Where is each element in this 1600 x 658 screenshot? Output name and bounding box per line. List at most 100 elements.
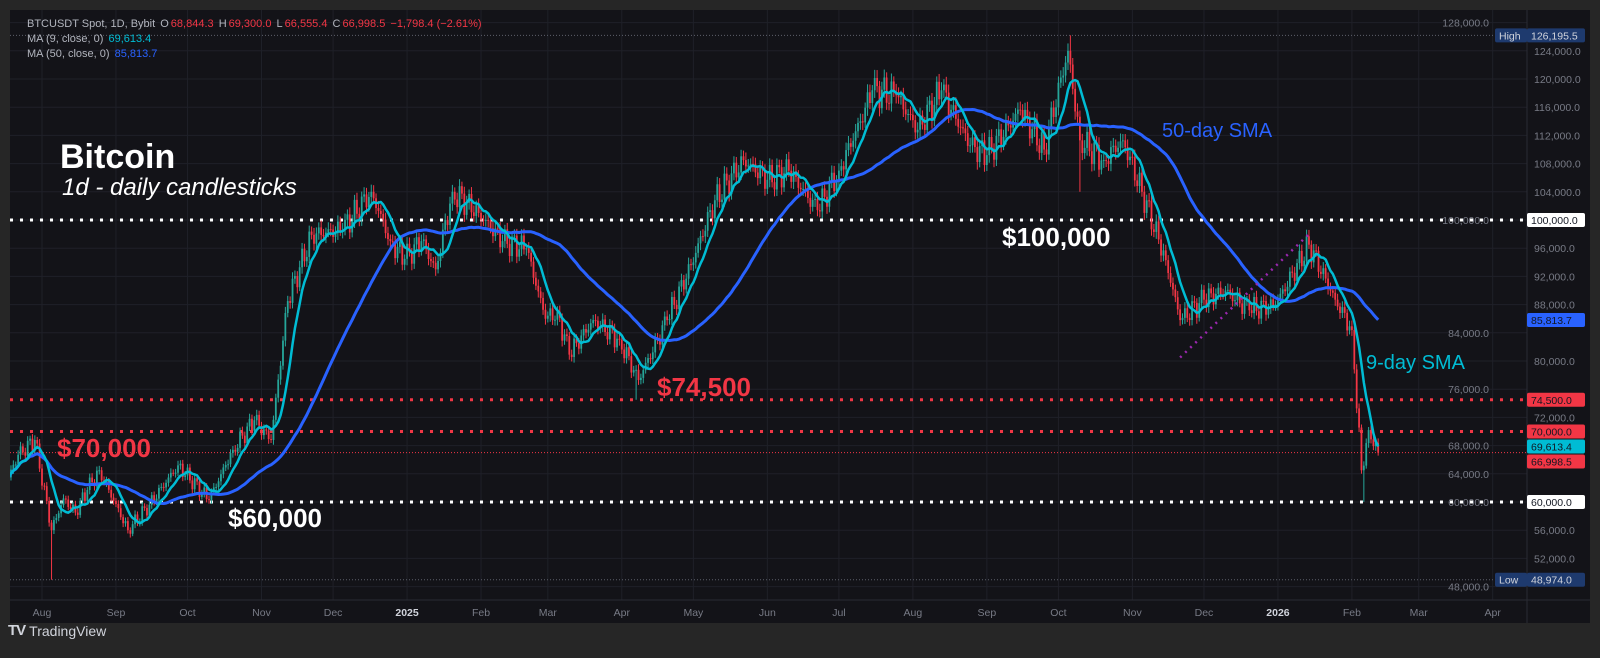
candle-body (840, 166, 843, 171)
candle-body (372, 191, 375, 199)
candle-body (320, 227, 323, 235)
candle-body (988, 136, 991, 156)
legend-ma50[interactable]: MA (50, close, 0) 85,813.7 (27, 48, 159, 60)
legend-ma9[interactable]: MA (9, close, 0) 69,613.4 (27, 33, 153, 45)
time-tick-label: Apr (1485, 607, 1502, 619)
candle-body (783, 173, 785, 188)
candle-body (305, 256, 308, 262)
candle-body (382, 213, 385, 220)
tradingview-footer[interactable]: TV TradingView (8, 622, 106, 639)
candle-body (1319, 271, 1322, 274)
candle-body (869, 92, 871, 104)
price-badge-label: 74,500.0 (1531, 395, 1572, 407)
candle-body (935, 81, 938, 105)
candle-body (317, 227, 320, 234)
candle-body (53, 520, 55, 531)
candle-body (234, 449, 237, 452)
price-tick-label: 92,000.0 (1534, 271, 1575, 283)
candle-body (1081, 140, 1084, 154)
candle-body (637, 369, 640, 381)
candle-body (1203, 289, 1205, 300)
candle-body (1324, 268, 1327, 279)
candle-body (606, 332, 609, 340)
candle-body (339, 221, 342, 232)
candle-body (966, 133, 969, 146)
candle-body (1179, 309, 1182, 321)
candle-body (296, 276, 299, 288)
candle-body (785, 159, 788, 174)
candle-body (1016, 109, 1019, 114)
candle-body (539, 291, 542, 298)
time-tick-label: Jul (832, 607, 845, 619)
candle-body (1231, 292, 1234, 302)
candle-body (456, 199, 459, 208)
candle-body (1114, 145, 1117, 152)
sma9-label: 9-day SMA (1366, 352, 1465, 374)
candle-body (585, 329, 587, 333)
candle-body (499, 228, 502, 248)
price-badge (1527, 439, 1585, 454)
price-tick-label: 96,000.0 (1534, 243, 1575, 255)
candle-body (1186, 308, 1189, 318)
candle-body (1136, 180, 1139, 186)
candle-body (1076, 111, 1079, 117)
candle-body (441, 229, 444, 253)
candle-body (277, 379, 280, 398)
candle-body (971, 137, 974, 146)
candle-body (1360, 427, 1363, 471)
price-chart[interactable]: 48,000.0 52,000.0 56,000.0 60,000.0 64,000.0… (10, 10, 1590, 623)
candle-body (945, 84, 948, 93)
candle-body (1355, 369, 1358, 409)
candle-body (298, 267, 301, 288)
symbol-label[interactable]: BTCUSDT Spot, 1D, Bybit (27, 18, 156, 30)
candle-body (1071, 64, 1074, 89)
candle-body (1195, 302, 1198, 318)
candle-body (289, 301, 292, 303)
candle-body (1367, 430, 1370, 444)
candle-body (823, 188, 826, 197)
candle-body (1138, 172, 1141, 186)
low-label: L (276, 18, 283, 30)
candle-body (117, 503, 120, 509)
candle-body (735, 162, 738, 178)
candle-body (1009, 125, 1012, 128)
candle-body (993, 148, 995, 160)
candle-body (1298, 250, 1301, 264)
candle-body (358, 213, 361, 220)
candle-body (1260, 300, 1263, 319)
candle-body (506, 229, 509, 244)
candles (10, 35, 1380, 580)
candle-body (1279, 293, 1282, 301)
price-badge-tag-label: Low (1499, 575, 1519, 587)
candle-body (1002, 136, 1005, 145)
candle-body (1086, 131, 1088, 148)
candle-body (668, 319, 671, 321)
candle-body (764, 169, 766, 189)
time-tick-label: Aug (33, 607, 52, 619)
candle-body (255, 414, 258, 421)
candle-body (916, 129, 919, 133)
candle-body (1102, 160, 1105, 162)
candle-body (112, 497, 115, 501)
candle-body (396, 246, 399, 259)
candle-body (477, 205, 480, 213)
candle-body (399, 241, 401, 247)
candle-body (222, 467, 225, 475)
candle-body (1000, 129, 1003, 145)
candle-body (177, 465, 179, 473)
sma50-label: 50-day SMA (1162, 120, 1273, 142)
candle-body (1176, 297, 1179, 310)
candle-body (1296, 263, 1298, 281)
candle-body (489, 220, 492, 229)
time-tick-label: Dec (324, 607, 343, 619)
candle-body (909, 114, 912, 116)
candle-body (592, 320, 595, 324)
time-tick-label: Sep (107, 607, 126, 619)
price-badge-tag-label: High (1499, 30, 1521, 42)
candle-body (816, 198, 819, 211)
price-tick-label: 116,000.0 (1534, 102, 1580, 114)
low-value: 66,555.4 (284, 18, 328, 30)
candle-body (952, 105, 955, 110)
candle-body (198, 481, 201, 497)
chart-panel[interactable]: 48,000.0 52,000.0 56,000.0 60,000.0 64,000.0… (10, 10, 1590, 623)
